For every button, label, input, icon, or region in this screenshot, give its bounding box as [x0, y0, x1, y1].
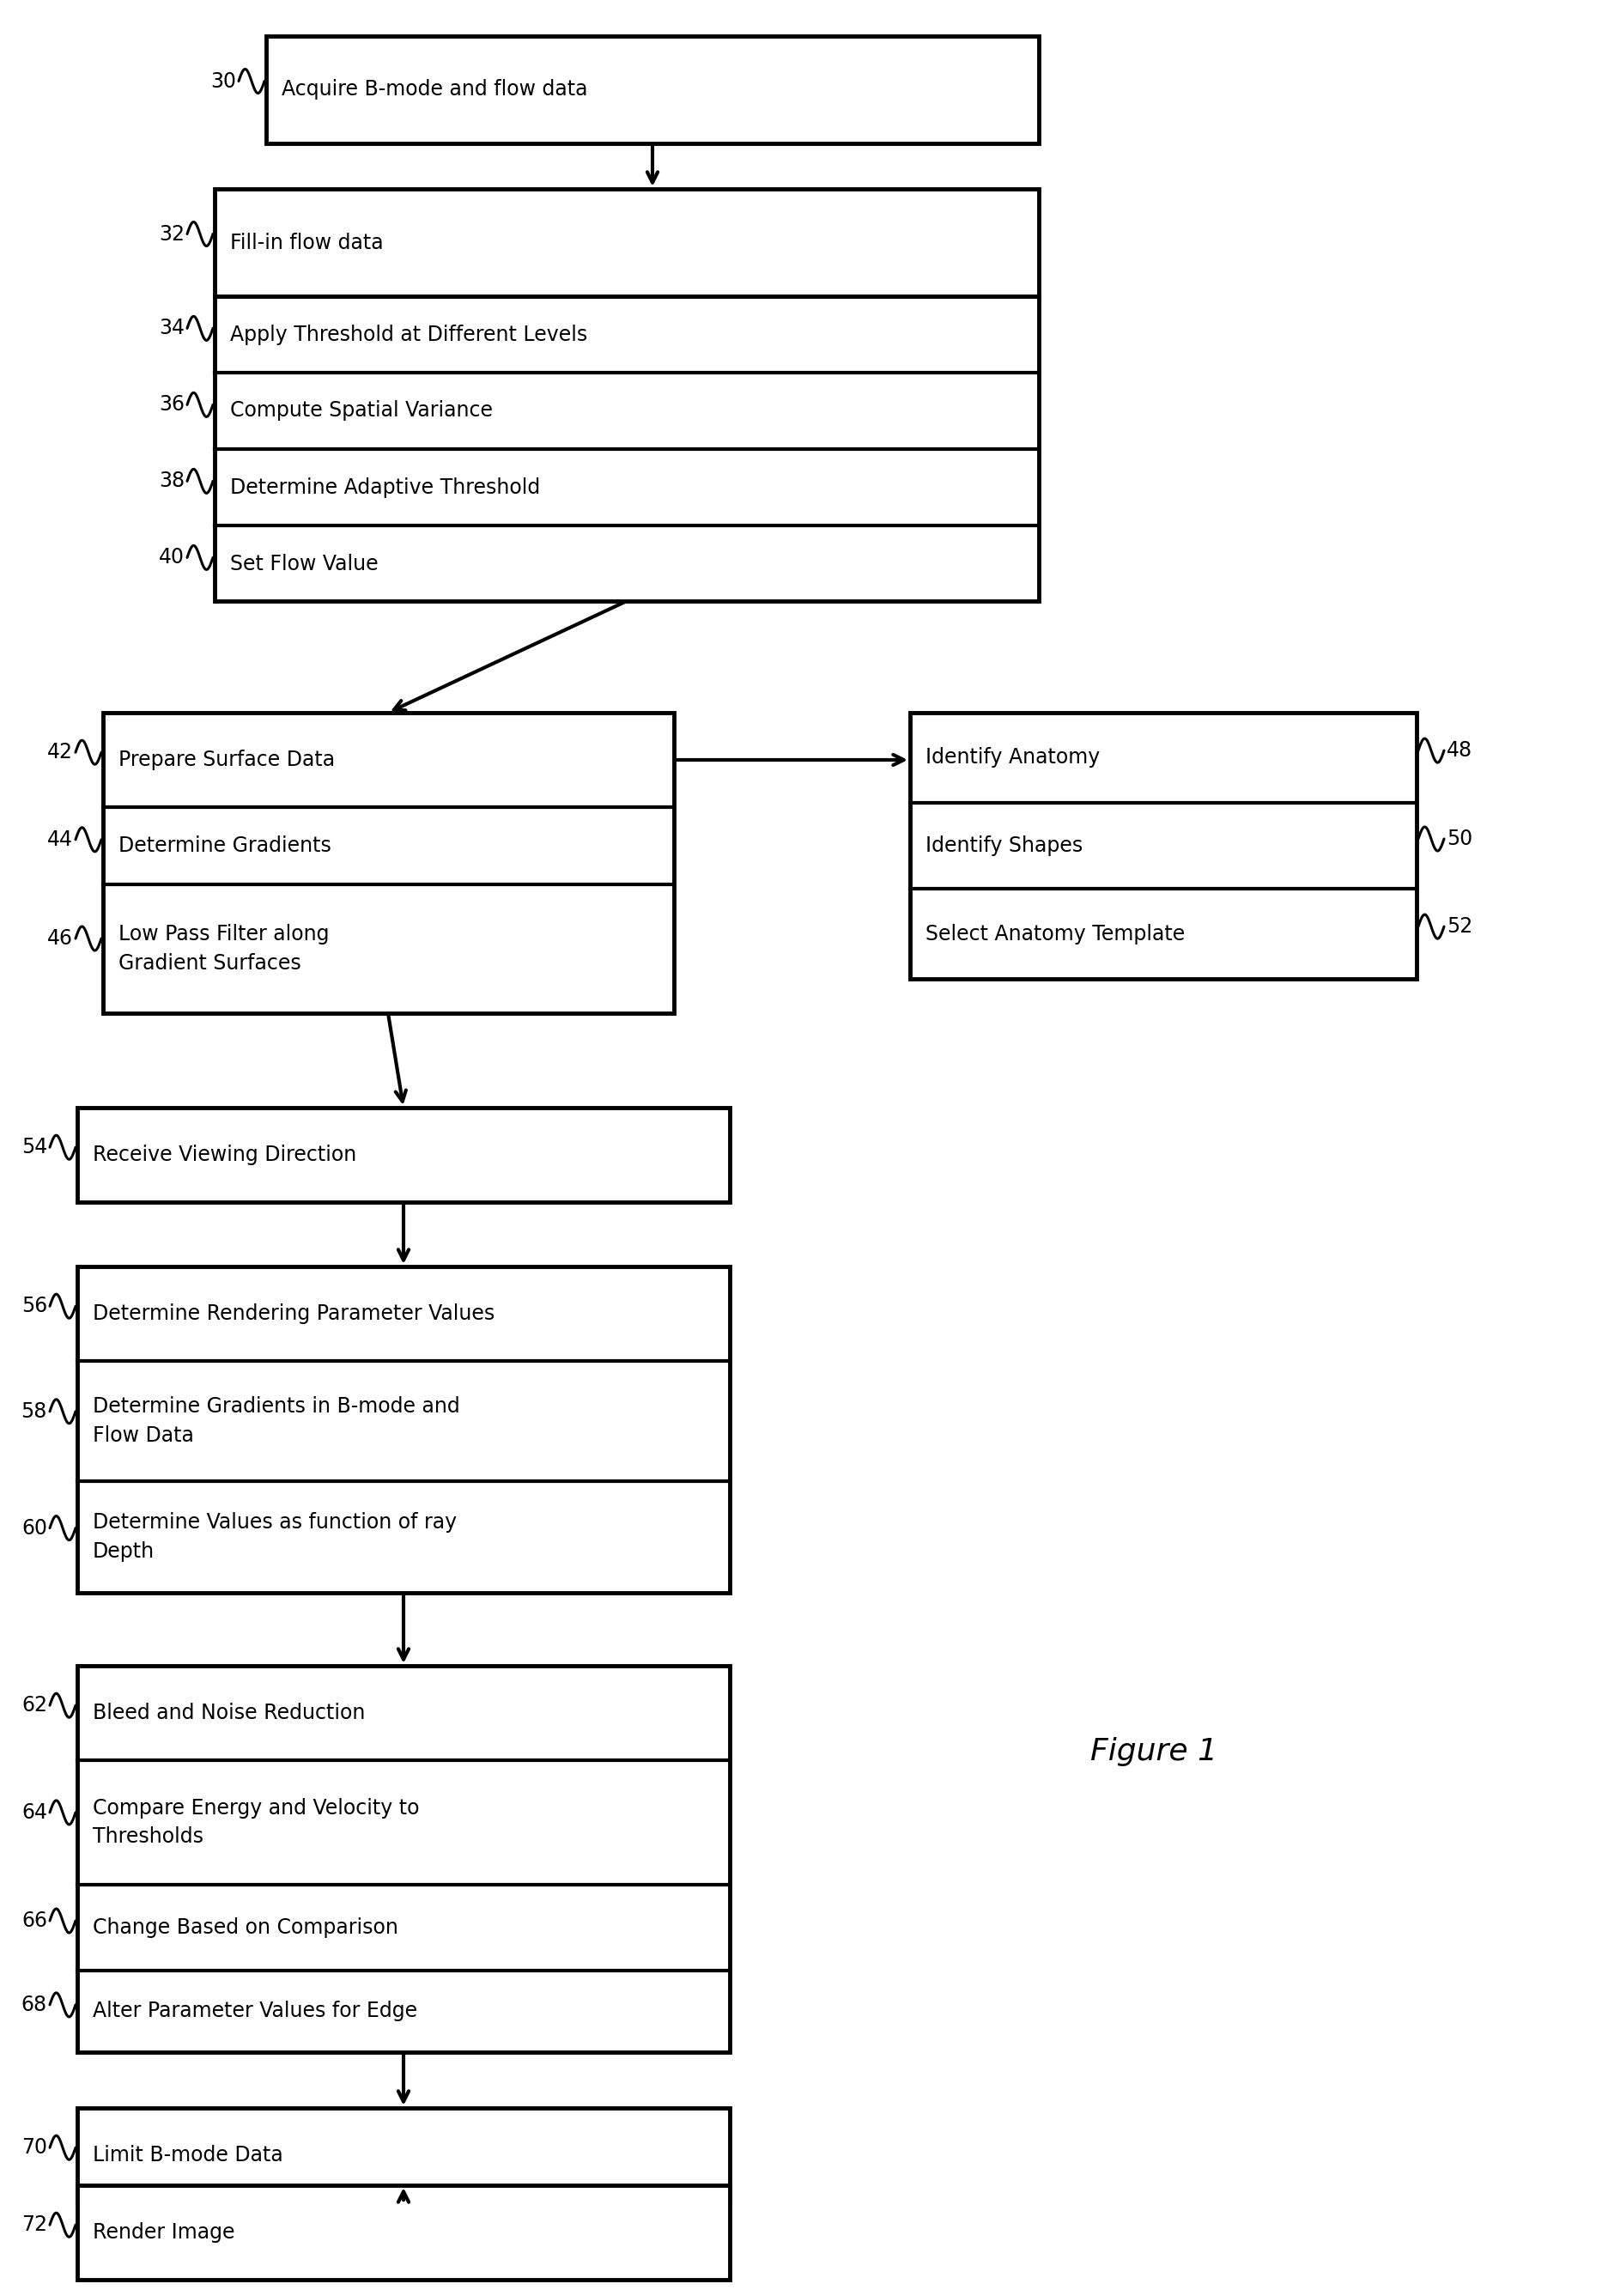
Text: Apply Threshold at Different Levels: Apply Threshold at Different Levels — [231, 324, 588, 344]
Text: Figure 1: Figure 1 — [1091, 1738, 1218, 1766]
Text: Alter Parameter Values for Edge: Alter Parameter Values for Edge — [93, 2002, 418, 2023]
Text: 32: 32 — [159, 223, 184, 243]
Text: 62: 62 — [21, 1694, 46, 1715]
Bar — [103, 712, 674, 1013]
Bar — [77, 2108, 731, 2202]
Bar — [77, 1267, 731, 1593]
Text: 30: 30 — [210, 71, 235, 92]
Text: Render Image: Render Image — [93, 2223, 235, 2243]
Text: 72: 72 — [21, 2216, 46, 2236]
Text: 56: 56 — [21, 1295, 46, 1316]
Text: Set Flow Value: Set Flow Value — [231, 553, 378, 574]
Bar — [77, 1107, 731, 1203]
Text: 60: 60 — [21, 1518, 46, 1538]
Text: Change Based on Comparison: Change Based on Comparison — [93, 1917, 399, 1938]
Text: 42: 42 — [46, 742, 74, 762]
Text: 34: 34 — [159, 319, 184, 338]
Text: Compare Energy and Velocity to
Thresholds: Compare Energy and Velocity to Threshold… — [93, 1798, 420, 1848]
Text: 68: 68 — [21, 1995, 46, 2016]
Text: 40: 40 — [159, 546, 184, 567]
Text: 50: 50 — [1447, 829, 1472, 850]
Text: 70: 70 — [21, 2138, 46, 2158]
Text: Determine Values as function of ray
Depth: Determine Values as function of ray Dept… — [93, 1513, 457, 1561]
Text: Identify Shapes: Identify Shapes — [926, 836, 1083, 856]
Bar — [215, 296, 1038, 602]
Text: Acquire B-mode and flow data: Acquire B-mode and flow data — [282, 80, 588, 101]
Bar — [266, 37, 1038, 142]
Text: Determine Rendering Parameter Values: Determine Rendering Parameter Values — [93, 1304, 495, 1325]
Text: Prepare Surface Data: Prepare Surface Data — [119, 748, 335, 769]
Text: Identify Anatomy: Identify Anatomy — [926, 748, 1101, 769]
Bar — [215, 188, 1038, 296]
Text: 38: 38 — [159, 471, 184, 491]
Text: Determine Gradients in B-mode and
Flow Data: Determine Gradients in B-mode and Flow D… — [93, 1396, 460, 1446]
Text: Determine Adaptive Threshold: Determine Adaptive Threshold — [231, 478, 540, 498]
Text: 58: 58 — [21, 1401, 46, 1421]
Text: 36: 36 — [159, 395, 184, 416]
Text: Bleed and Noise Reduction: Bleed and Noise Reduction — [93, 1704, 365, 1724]
Text: 66: 66 — [21, 1910, 46, 1931]
Text: 52: 52 — [1447, 916, 1472, 937]
Text: Select Anatomy Template: Select Anatomy Template — [926, 923, 1185, 944]
Bar — [77, 2186, 731, 2280]
Text: Low Pass Filter along
Gradient Surfaces: Low Pass Filter along Gradient Surfaces — [119, 923, 330, 974]
Text: Compute Spatial Variance: Compute Spatial Variance — [231, 400, 493, 420]
Text: 46: 46 — [46, 928, 74, 948]
Text: 44: 44 — [46, 829, 74, 850]
Bar — [910, 712, 1416, 978]
Text: Limit B-mode Data: Limit B-mode Data — [93, 2144, 284, 2165]
Text: 64: 64 — [21, 1802, 46, 1823]
Text: Fill-in flow data: Fill-in flow data — [231, 232, 383, 253]
Text: Receive Viewing Direction: Receive Viewing Direction — [93, 1146, 357, 1164]
Text: Determine Gradients: Determine Gradients — [119, 836, 332, 856]
Bar — [77, 1667, 731, 2053]
Text: 48: 48 — [1447, 739, 1472, 760]
Text: 54: 54 — [21, 1137, 46, 1157]
